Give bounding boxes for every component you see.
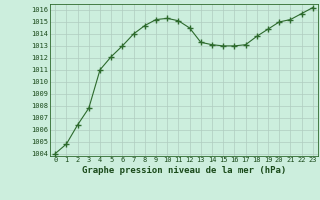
X-axis label: Graphe pression niveau de la mer (hPa): Graphe pression niveau de la mer (hPa)	[82, 166, 286, 175]
